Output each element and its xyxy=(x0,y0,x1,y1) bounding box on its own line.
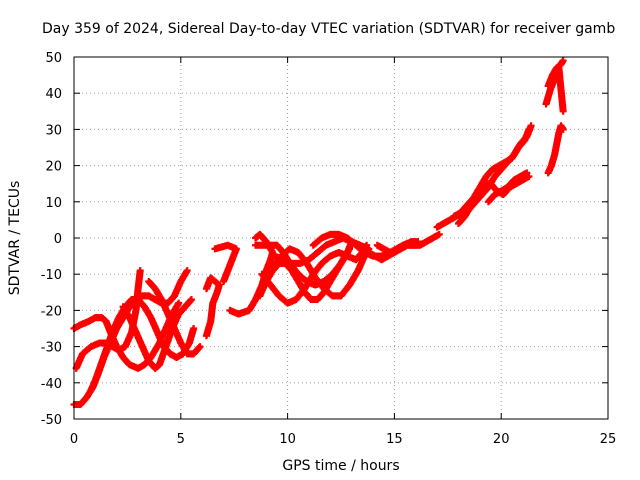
data-point xyxy=(202,285,210,293)
y-tick-label: -20 xyxy=(41,304,62,319)
x-tick-label: 0 xyxy=(70,432,78,447)
chart-title: Day 359 of 2024, Sidereal Day-to-day VTE… xyxy=(42,21,615,37)
data-point xyxy=(523,169,531,177)
y-tick-label: -50 xyxy=(41,413,62,428)
x-tick-label: 5 xyxy=(177,432,185,447)
data-point xyxy=(559,107,567,115)
y-tick-label: 30 xyxy=(45,123,62,138)
data-point xyxy=(559,125,567,133)
x-tick-label: 20 xyxy=(493,432,510,447)
series-arc-21 xyxy=(484,169,531,206)
data-point xyxy=(525,125,533,133)
axis-ticks: 0 5 10 15 20 25 -50 -40 -30 -20 -10 0 10 20 30 40 50 xyxy=(41,51,617,447)
series-arc-13 xyxy=(269,245,368,300)
data-point xyxy=(220,277,228,285)
data-point xyxy=(190,325,198,332)
y-tick-label: 40 xyxy=(45,87,62,102)
data-point xyxy=(196,343,204,351)
x-tick-label: 25 xyxy=(600,432,617,447)
data-point xyxy=(527,122,535,130)
y-tick-label: 20 xyxy=(45,160,62,175)
grid xyxy=(74,57,608,419)
y-tick-label: 0 xyxy=(54,232,62,247)
y-axis-label: SDTVAR / TECUs xyxy=(7,181,23,296)
series-arc-22 xyxy=(544,122,567,177)
data-point xyxy=(175,299,183,307)
series-arc-6 xyxy=(145,277,204,358)
data-point xyxy=(252,234,260,242)
series-arc-24 xyxy=(544,57,567,90)
data-point xyxy=(346,245,354,253)
series-arc-17 xyxy=(373,238,422,256)
y-tick-label: 50 xyxy=(45,51,62,66)
data-point xyxy=(435,230,443,238)
data-point xyxy=(559,57,567,65)
x-tick-label: 15 xyxy=(386,432,403,447)
data-point xyxy=(183,267,191,275)
y-tick-label: -40 xyxy=(41,377,62,392)
y-tick-label: -30 xyxy=(41,341,62,356)
x-tick-label: 10 xyxy=(279,432,296,447)
data-point xyxy=(136,267,144,275)
data-point xyxy=(187,296,195,304)
series-arc-7 xyxy=(202,274,223,340)
y-tick-label: -10 xyxy=(41,268,62,283)
y-tick-label: 10 xyxy=(45,196,62,211)
data-points xyxy=(70,57,567,409)
series-arc-8 xyxy=(211,241,240,285)
x-axis-label: GPS time / hours xyxy=(282,458,399,474)
data-point xyxy=(414,238,422,246)
